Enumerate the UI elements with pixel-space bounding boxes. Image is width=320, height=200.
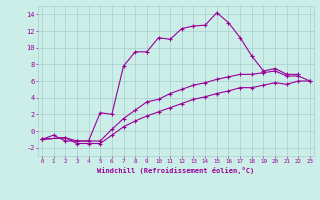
X-axis label: Windchill (Refroidissement éolien,°C): Windchill (Refroidissement éolien,°C) (97, 167, 255, 174)
